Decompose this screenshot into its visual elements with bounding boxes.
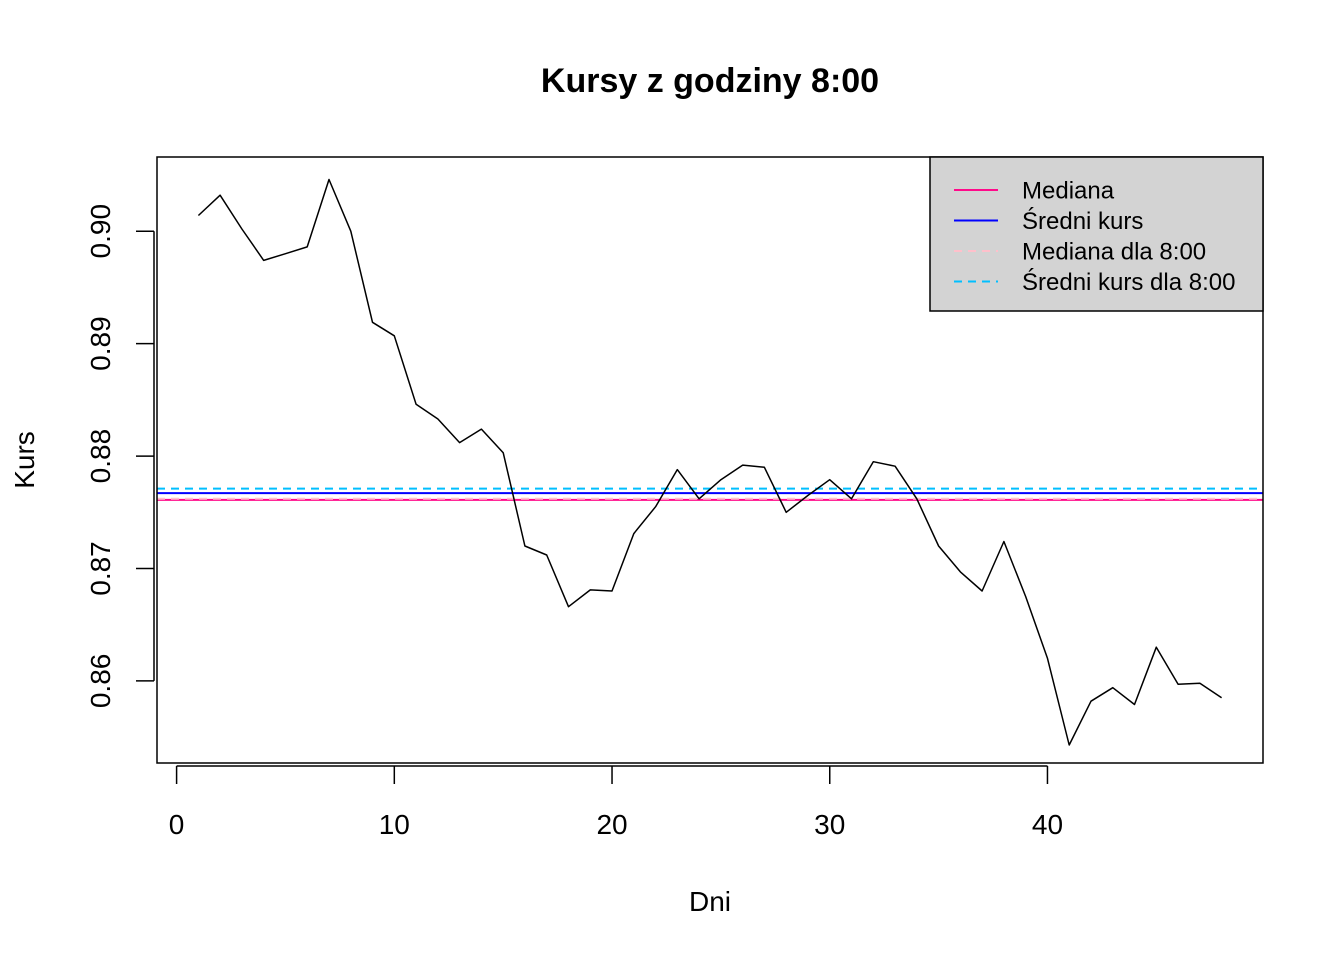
x-tick-label: 20 bbox=[596, 809, 627, 840]
reference-lines bbox=[157, 487, 1263, 501]
x-axis-label: Dni bbox=[689, 886, 731, 917]
chart-title: Kursy z godziny 8:00 bbox=[541, 62, 879, 100]
y-tick-label: 0.90 bbox=[85, 204, 116, 259]
data-series bbox=[197, 178, 1223, 746]
legend-label: Mediana dla 8:00 bbox=[1022, 239, 1206, 266]
x-axis: 0 10 20 30 40 bbox=[169, 765, 1063, 840]
legend-box bbox=[929, 156, 1264, 312]
legend-label: Mediana bbox=[1022, 178, 1115, 205]
legend-label: Średni kurs dla 8:00 bbox=[1022, 268, 1235, 296]
y-tick-label: 0.86 bbox=[85, 654, 116, 709]
y-tick-label: 0.89 bbox=[85, 316, 116, 371]
x-tick-label: 10 bbox=[379, 809, 410, 840]
legend-label: Średni kurs bbox=[1022, 207, 1143, 235]
x-tick-label: 40 bbox=[1032, 809, 1063, 840]
y-axis: 0.86 0.87 0.88 0.89 0.90 bbox=[85, 204, 155, 709]
x-tick-label: 0 bbox=[169, 809, 185, 840]
x-tick-label: 30 bbox=[814, 809, 845, 840]
y-axis-label: Kurs bbox=[9, 431, 40, 489]
series-line-0 bbox=[197, 178, 1223, 746]
y-tick-label: 0.87 bbox=[85, 541, 116, 596]
y-tick-label: 0.88 bbox=[85, 429, 116, 484]
plot-frame bbox=[156, 156, 1264, 764]
